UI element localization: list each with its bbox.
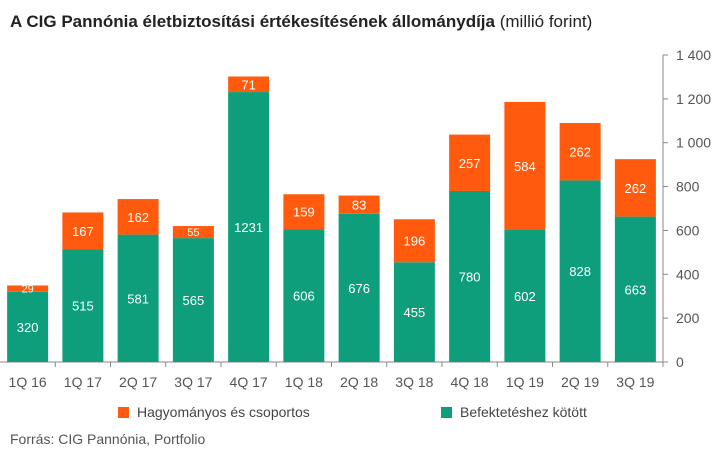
y-tick-label: 800 — [676, 179, 700, 195]
y-tick-label: 400 — [676, 266, 700, 282]
data-label-hagyomanyos: 584 — [514, 159, 536, 174]
legend-swatch-orange — [118, 406, 129, 418]
bar-hagyomanyos — [7, 285, 49, 292]
x-tick-label: 3Q 19 — [616, 374, 654, 390]
data-label-hagyomanyos: 167 — [72, 224, 94, 239]
bar-befektetes — [338, 213, 380, 362]
data-label-befektetes: 320 — [17, 320, 39, 335]
bar-hagyomanyos — [283, 194, 325, 230]
bar-hagyomanyos — [504, 101, 546, 230]
x-tick-label: 1Q 16 — [9, 374, 47, 390]
bar-hagyomanyos — [449, 134, 491, 191]
x-tick-label: 1Q 18 — [285, 374, 323, 390]
y-tick-label: 0 — [676, 354, 684, 370]
bar-hagyomanyos — [614, 159, 656, 217]
data-label-befektetes: 780 — [459, 269, 481, 284]
legend-item-befektetes: Befektetéshez kötött — [441, 404, 587, 420]
y-tick-label: 1 400 — [676, 47, 711, 63]
x-tick-label: 3Q 18 — [395, 374, 433, 390]
y-tick-label: 1 000 — [676, 135, 711, 151]
bar-befektetes — [283, 229, 325, 362]
source-note: Forrás: CIG Pannónia, Portfolio — [10, 431, 206, 447]
legend-label-befektetes: Befektetéshez kötött — [460, 404, 587, 420]
bar-befektetes — [614, 216, 656, 362]
x-tick-label: 3Q 17 — [174, 374, 212, 390]
bar-hagyomanyos — [62, 212, 104, 250]
data-label-befektetes: 828 — [569, 264, 591, 279]
x-tick-label: 2Q 18 — [340, 374, 378, 390]
bar-befektetes — [504, 229, 546, 362]
data-label-hagyomanyos: 55 — [187, 227, 199, 239]
data-label-befektetes: 676 — [348, 281, 370, 296]
x-tick-label: 4Q 17 — [230, 374, 268, 390]
data-label-befektetes: 663 — [625, 282, 647, 297]
bar-befektetes — [7, 291, 49, 362]
data-label-hagyomanyos: 162 — [127, 210, 149, 225]
bar-befektetes — [117, 234, 159, 362]
data-label-hagyomanyos: 262 — [625, 181, 647, 196]
bar-befektetes — [172, 238, 214, 362]
x-tick-label: 2Q 19 — [561, 374, 599, 390]
bar-hagyomanyos — [228, 76, 270, 93]
data-label-befektetes: 581 — [127, 291, 149, 306]
y-tick-label: 1 200 — [676, 91, 711, 107]
bar-hagyomanyos — [117, 199, 159, 235]
bar-hagyomanyos — [338, 195, 380, 214]
x-tick-label: 1Q 19 — [506, 374, 544, 390]
data-label-hagyomanyos: 29 — [22, 284, 34, 296]
data-label-befektetes: 565 — [183, 293, 205, 308]
data-label-hagyomanyos: 196 — [404, 234, 426, 249]
x-tick-label: 2Q 17 — [119, 374, 157, 390]
bar-hagyomanyos — [559, 122, 601, 181]
data-label-befektetes: 455 — [404, 305, 426, 320]
legend-label-hagyomanyos: Hagyományos és csoportos — [137, 404, 310, 420]
x-tick-label: 4Q 18 — [451, 374, 489, 390]
data-label-hagyomanyos: 257 — [459, 156, 481, 171]
data-label-hagyomanyos: 71 — [241, 77, 255, 92]
bar-hagyomanyos — [172, 226, 214, 239]
chart-subtitle: (millió forint) — [499, 12, 593, 31]
y-tick-label: 200 — [676, 310, 700, 326]
data-label-befektetes: 1231 — [234, 220, 263, 235]
data-label-hagyomanyos: 159 — [293, 205, 315, 220]
data-label-befektetes: 515 — [72, 299, 94, 314]
data-label-befektetes: 602 — [514, 289, 536, 304]
bar-befektetes — [393, 262, 435, 362]
bar-hagyomanyos — [393, 219, 435, 263]
legend-item-hagyomanyos: Hagyományos és csoportos — [118, 404, 310, 420]
y-tick-label: 600 — [676, 222, 700, 238]
chart-title: A CIG Pannónia életbiztosítási értékesít… — [10, 12, 592, 32]
bar-befektetes — [228, 92, 270, 362]
x-tick-label: 1Q 17 — [64, 374, 102, 390]
bar-befektetes — [559, 180, 601, 362]
bar-befektetes — [62, 249, 104, 362]
data-label-hagyomanyos: 83 — [352, 198, 366, 213]
bar-befektetes — [449, 190, 491, 362]
data-label-hagyomanyos: 262 — [569, 145, 591, 160]
chart-title-main: A CIG Pannónia életbiztosítási értékesít… — [10, 12, 495, 31]
data-label-befektetes: 606 — [293, 289, 315, 304]
legend-swatch-green — [441, 406, 452, 418]
